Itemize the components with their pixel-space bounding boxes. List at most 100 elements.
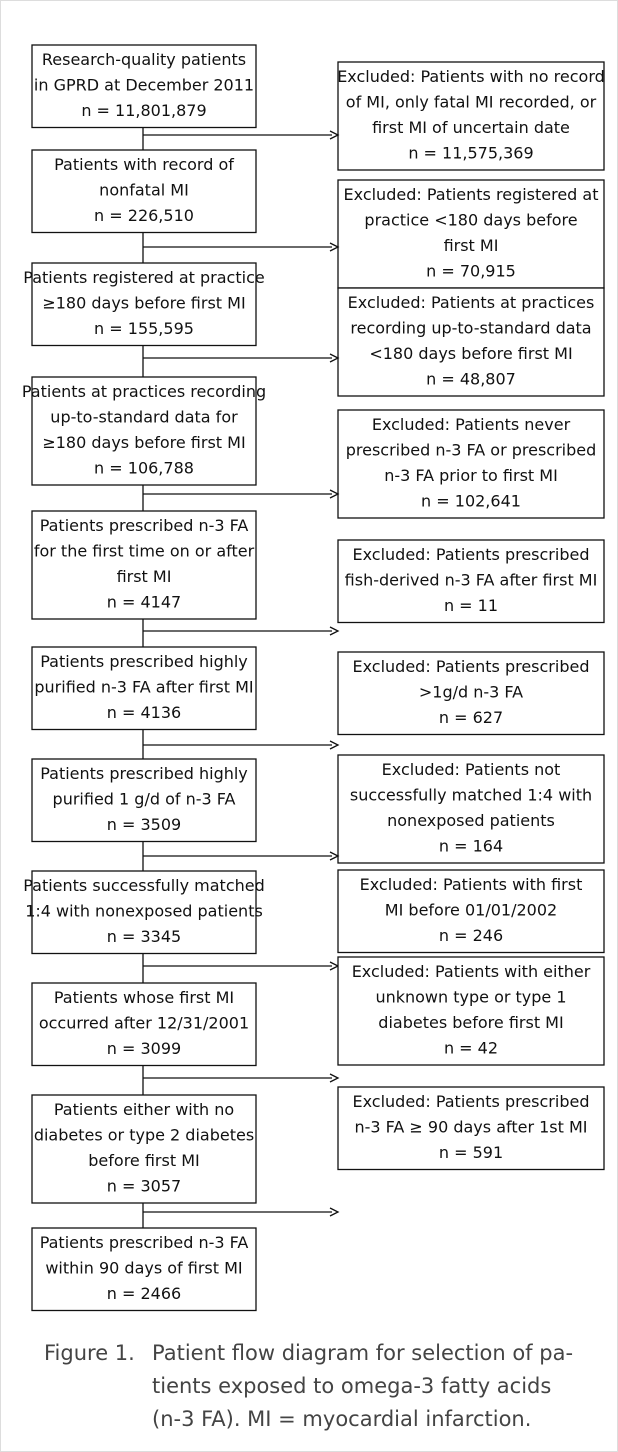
arrow-head	[329, 242, 340, 252]
step-box-text: nonfatal MI	[99, 181, 189, 200]
step-box-text: first MI	[117, 567, 172, 586]
step-box-text: n = 106,788	[94, 459, 194, 478]
exclusion-box-text: first MI of uncertain date	[372, 118, 570, 137]
exclusion-box-text: n = 42	[444, 1039, 498, 1058]
exclusion-box-text: practice <180 days before	[364, 211, 577, 230]
arrow-head	[329, 740, 340, 750]
step-box-text: n = 3345	[107, 927, 181, 946]
exclusion-box-text: of MI, only fatal MI recorded, or	[346, 93, 597, 112]
step-box-text: within 90 days of first MI	[45, 1259, 242, 1278]
step-box-text: Patients prescribed n-3 FA	[40, 1233, 249, 1252]
exclusion-box-text: n = 48,807	[426, 370, 516, 389]
exclusion-box-text: n = 246	[439, 926, 503, 945]
exclusion-box-text: n-3 FA ≥ 90 days after 1st MI	[354, 1118, 587, 1137]
step-box-text: n = 11,801,879	[81, 101, 206, 120]
exclusion-box-text: MI before 01/01/2002	[385, 901, 557, 920]
exclusion-box-text: n = 102,641	[421, 492, 521, 511]
arrow-head	[329, 851, 340, 861]
exclusion-box-text: n = 11,575,369	[408, 144, 533, 163]
exclusion-box-text: n-3 FA prior to first MI	[384, 466, 558, 485]
step-box-text: Patients prescribed n-3 FA	[40, 516, 249, 535]
exclusion-box-text: nonexposed patients	[387, 811, 555, 830]
exclusion-box-text: unknown type or type 1	[375, 988, 566, 1007]
exclusion-box	[337, 287, 605, 397]
step-box-text: n = 4136	[107, 703, 181, 722]
step-box-text: Patients either with no	[54, 1100, 234, 1119]
exclusion-box-text: first MI	[444, 236, 499, 255]
step-box-text: before first MI	[88, 1151, 199, 1170]
arrow-head	[329, 130, 340, 140]
step-box-text: diabetes or type 2 diabetes	[34, 1126, 254, 1145]
exclusion-box	[337, 179, 605, 289]
step-box-text: n = 3057	[107, 1177, 181, 1196]
exclusion-box-text: Excluded: Patients at practices	[348, 293, 595, 312]
step-box-text: Patients with record of	[54, 155, 234, 174]
step-box-text: ≥180 days before first MI	[42, 433, 245, 452]
caption-text: Patient flow diagram for selection of pa…	[152, 1341, 573, 1365]
step-box-text: Patients prescribed highly	[40, 764, 248, 783]
step-box-text: n = 2466	[107, 1284, 181, 1303]
step-box-text: n = 226,510	[94, 206, 194, 225]
step-box-text: for the first time on or after	[34, 542, 255, 561]
step-box-text: ≥180 days before first MI	[42, 294, 245, 313]
step-box	[31, 262, 257, 347]
exclusion-box-text: recording up-to-standard data	[350, 319, 591, 338]
step-box	[31, 44, 257, 129]
caption-text: tients exposed to omega-3 fatty acids	[152, 1374, 551, 1398]
exclusion-box-text: n = 627	[439, 708, 503, 727]
exclusion-box-text: n = 591	[439, 1143, 503, 1162]
caption-label: Figure 1.	[44, 1341, 135, 1365]
step-box	[31, 646, 257, 731]
step-box-text: Patients prescribed highly	[40, 652, 248, 671]
exclusion-box-text: >1g/d n-3 FA	[419, 683, 523, 702]
exclusion-box-text: Excluded: Patients with first	[360, 875, 583, 894]
step-box-text: up-to-standard data for	[50, 408, 238, 427]
step-box-text: Patients successfully matched	[23, 876, 265, 895]
caption-text: (n-3 FA). MI = myocardial infarction.	[152, 1407, 531, 1431]
exclusion-box	[337, 409, 605, 519]
step-box-text: n = 4147	[107, 593, 181, 612]
exclusion-box-text: Excluded: Patients with no record	[337, 67, 605, 86]
step-box-text: occurred after 12/31/2001	[39, 1014, 249, 1033]
step-box-text: n = 3099	[107, 1039, 181, 1058]
step-box	[31, 758, 257, 843]
exclusion-box-text: Excluded: Patients not	[382, 760, 561, 779]
exclusion-box-text: Excluded: Patients prescribed	[353, 657, 590, 676]
step-box	[31, 1227, 257, 1312]
exclusion-box-text: n = 164	[439, 837, 503, 856]
step-box-text: 1:4 with nonexposed patients	[25, 902, 263, 921]
exclusion-box-text: Excluded: Patients registered at	[344, 185, 599, 204]
arrow-head	[329, 353, 340, 363]
exclusion-box-text: <180 days before first MI	[369, 344, 572, 363]
exclusion-box-text: fish-derived n-3 FA after first MI	[345, 571, 598, 590]
exclusion-box-text: Excluded: Patients with either	[352, 962, 591, 981]
exclusion-box	[337, 651, 605, 736]
arrow-head	[329, 626, 340, 636]
arrow-head	[329, 1073, 340, 1083]
step-box	[31, 510, 257, 620]
exclusion-box	[337, 61, 605, 171]
exclusion-box-text: Excluded: Patients prescribed	[353, 545, 590, 564]
step-box	[31, 149, 257, 234]
step-box-text: n = 3509	[107, 815, 181, 834]
exclusion-box	[337, 956, 605, 1066]
step-box	[31, 1094, 257, 1204]
exclusion-box-text: successfully matched 1:4 with	[350, 786, 592, 805]
exclusion-box-text: prescribed n-3 FA or prescribed	[346, 441, 597, 460]
step-box-text: n = 155,595	[94, 319, 194, 338]
step-box	[31, 982, 257, 1067]
step-box-text: Research-quality patients	[42, 50, 246, 69]
arrow-head	[329, 1207, 340, 1217]
exclusion-box-text: diabetes before first MI	[378, 1013, 563, 1032]
step-box-text: Patients registered at practice	[23, 268, 264, 287]
exclusion-box-text: Excluded: Patients prescribed	[353, 1092, 590, 1111]
step-box-text: Patients whose first MI	[54, 988, 234, 1007]
exclusion-box	[337, 869, 605, 954]
exclusion-box	[337, 1086, 605, 1171]
exclusion-box-text: Excluded: Patients never	[372, 415, 571, 434]
step-box-text: Patients at practices recording	[22, 382, 266, 401]
exclusion-box	[337, 754, 605, 864]
step-box	[31, 376, 257, 486]
